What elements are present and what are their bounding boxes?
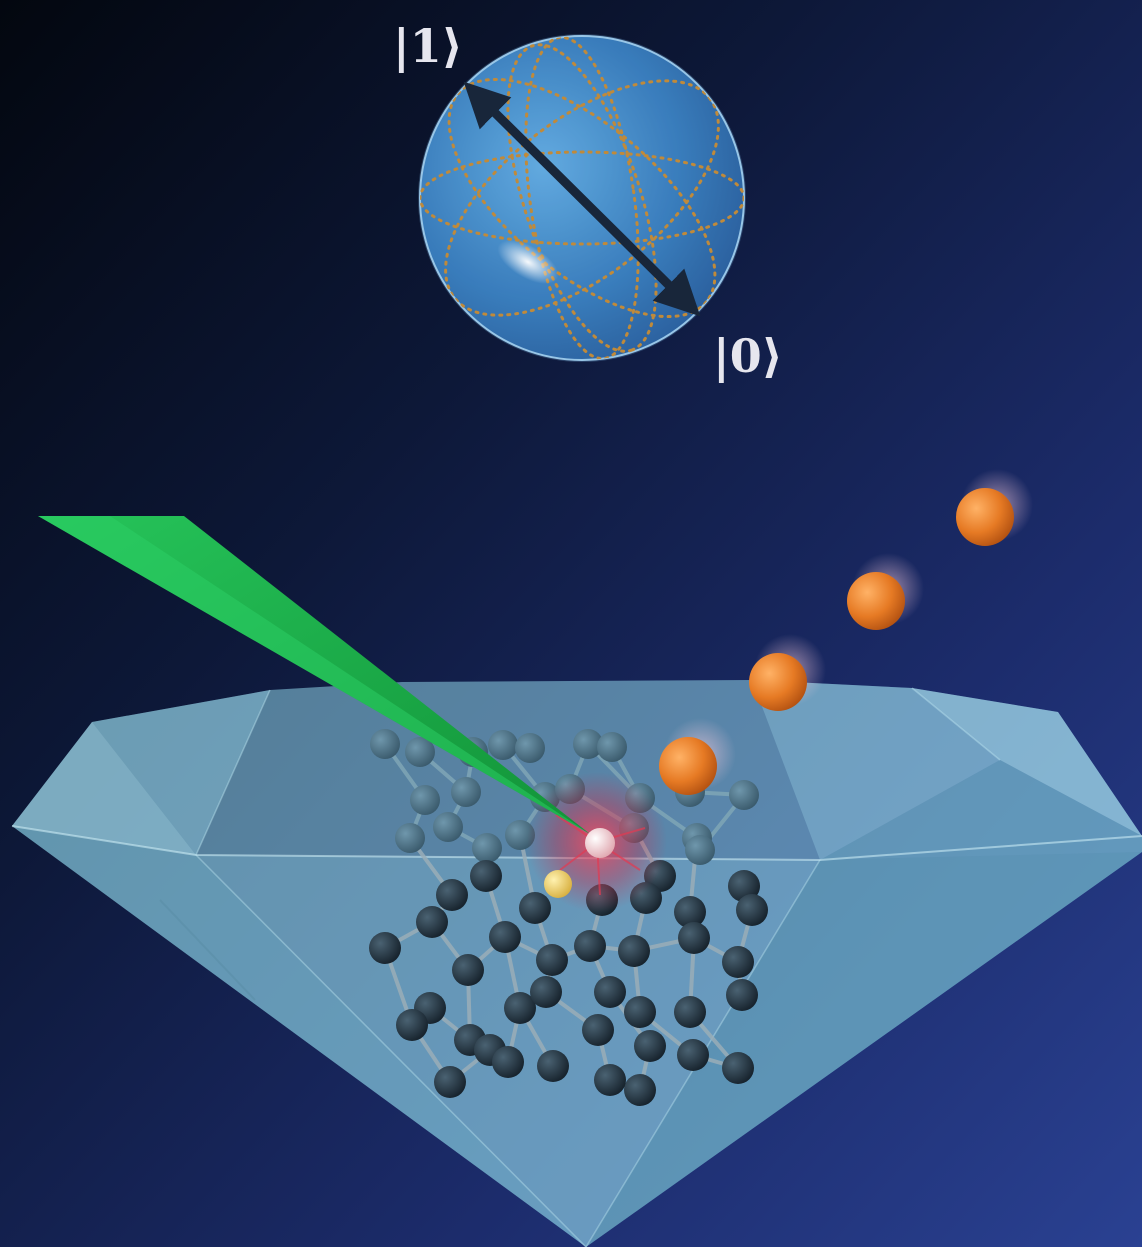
carbon-atom [433,812,463,842]
carbon-atom [594,976,626,1008]
carbon-atom [416,906,448,938]
carbon-atom [536,944,568,976]
carbon-atom [515,733,545,763]
carbon-atom [574,930,606,962]
carbon-atom [369,932,401,964]
carbon-atom [519,892,551,924]
carbon-atom [674,896,706,928]
carbon-atom [674,996,706,1028]
bloch-sphere: |1⟩ |0⟩ [393,19,783,383]
ket-one-label: |1⟩ [393,19,463,73]
carbon-atom [624,1074,656,1106]
carbon-atom [434,1066,466,1098]
carbon-atom [634,1030,666,1062]
carbon-atom [722,946,754,978]
carbon-atom [451,777,481,807]
ket-zero-label: |0⟩ [713,329,783,383]
carbon-atom [726,979,758,1011]
carbon-atom [537,1050,569,1082]
carbon-atom [677,1039,709,1071]
carbon-atom [489,921,521,953]
carbon-atom [594,1064,626,1096]
carbon-atom [736,894,768,926]
carbon-atom [504,992,536,1024]
carbon-atom [396,1009,428,1041]
carbon-atom [436,879,468,911]
carbon-atom [582,1014,614,1046]
carbon-atom [470,860,502,892]
green-laser-beam [38,516,590,834]
carbon-atom [410,785,440,815]
carbon-atom [530,976,562,1008]
carbon-atom [452,954,484,986]
carbon-atom [618,935,650,967]
photon [847,572,905,630]
photon [956,488,1014,546]
carbon-atom [685,835,715,865]
photon [749,653,807,711]
state-arrow [463,81,701,317]
carbon-atom [729,780,759,810]
carbon-atom [722,1052,754,1084]
photon [659,737,717,795]
carbon-atom [624,996,656,1028]
carbon-atom [405,737,435,767]
nitrogen-atom [544,870,572,898]
vacancy-site [585,828,615,858]
carbon-atom [370,729,400,759]
carbon-atom [573,729,603,759]
carbon-atom [492,1046,524,1078]
carbon-atom [678,922,710,954]
carbon-atom [395,823,425,853]
carbon-atom [472,833,502,863]
carbon-atom [488,730,518,760]
emitted-photons [659,469,1033,795]
carbon-atom [597,732,627,762]
